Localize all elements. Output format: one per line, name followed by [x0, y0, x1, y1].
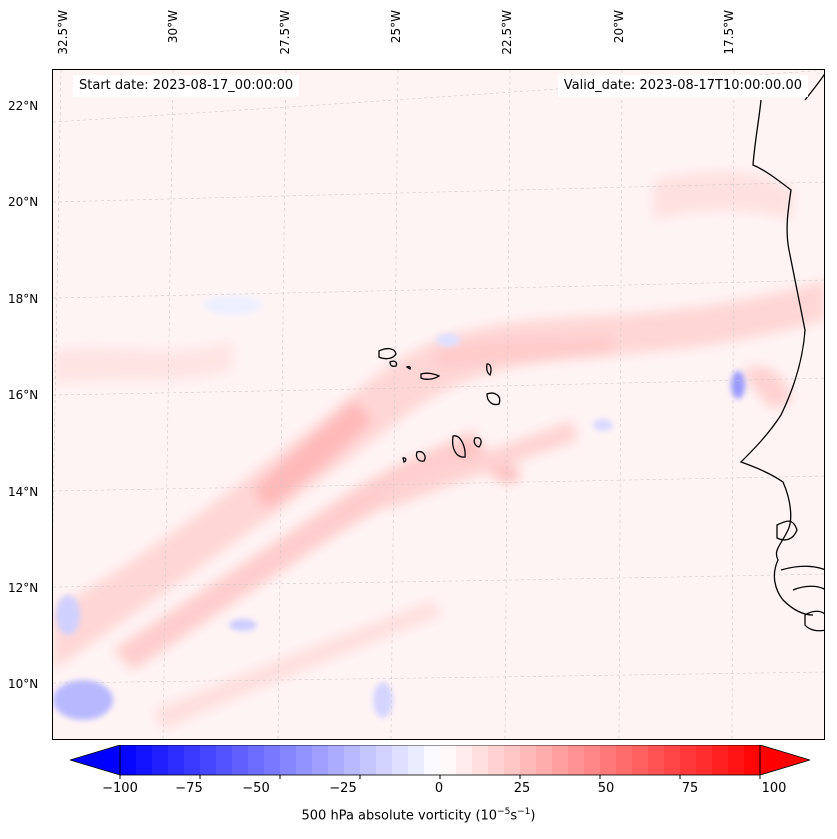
lon-label-32.5w: 32.5°W: [56, 10, 70, 55]
colorbar-segment: [520, 745, 537, 775]
colorbar-segment: [200, 745, 217, 775]
lat-label-10n: 10°N: [8, 677, 39, 691]
colorbar-segment: [312, 745, 329, 775]
colorbar-tick: −75: [175, 781, 203, 796]
colorbar-segment: [392, 745, 409, 775]
colorbar-segment: [616, 745, 633, 775]
lat-label-12n: 12°N: [8, 581, 39, 595]
colorbar-segment: [296, 745, 313, 775]
colorbar-max-arrow: [759, 745, 810, 776]
colorbar-segment: [328, 745, 345, 775]
lon-label-27.5w: 27.5°W: [278, 10, 292, 55]
colorbar-segment: [744, 745, 761, 775]
colorbar-segment: [504, 745, 521, 775]
island-boa-vista: [486, 392, 501, 406]
lat-label-14n: 14°N: [8, 485, 39, 499]
colorbar-segment: [440, 745, 457, 775]
colorbar-segment: [680, 745, 697, 775]
colorbar-tick: 0: [434, 781, 444, 796]
island-sao-vicente: [389, 360, 398, 368]
colorbar-segment: [648, 745, 665, 775]
start-date-label: Start date: 2023-08-17_00:00:00: [73, 75, 300, 97]
valid-date-label: Valid_date: 2023-08-17T10:00:00.00: [557, 75, 808, 97]
colorbar-segment: [488, 745, 505, 775]
colorbar-segment: [472, 745, 489, 775]
island-maio: [473, 436, 482, 448]
coastline-africa: [739, 73, 824, 632]
island-santo-antao: [378, 347, 397, 360]
island-santa-luzia: [405, 365, 411, 370]
island-sao-nicolau: [420, 372, 441, 380]
map-panel[interactable]: Start date: 2023-08-17_00:00:00 Valid_da…: [52, 69, 825, 740]
colorbar-segment: [248, 745, 265, 775]
colorbar-segment: [600, 745, 617, 775]
lon-label-22.5w: 22.5°W: [500, 10, 514, 55]
colorbar-segment: [264, 745, 281, 775]
colorbar-segment: [216, 745, 233, 775]
colorbar-segment: [408, 745, 425, 775]
colorbar-segment: [568, 745, 585, 775]
colorbar-tick: 50: [597, 781, 615, 796]
colorbar-segment: [120, 745, 137, 775]
colorbar-segment: [232, 745, 249, 775]
lon-label-20w: 20°W: [612, 10, 626, 44]
lat-label-16n: 16°N: [8, 388, 39, 402]
colorbar-segment: [360, 745, 377, 775]
colorbar-tick: 75: [681, 781, 699, 796]
colorbar-segments: [120, 745, 761, 775]
colorbar-segment: [536, 745, 553, 775]
colorbar-segment: [712, 745, 729, 775]
island-fogo: [415, 450, 426, 462]
island-sal: [485, 363, 492, 376]
colorbar-segment: [664, 745, 681, 775]
colorbar-segment: [168, 745, 185, 775]
colorbar-tick: 100: [761, 781, 787, 796]
lon-label-30w: 30°W: [166, 10, 180, 44]
colorbar-tick: −25: [329, 781, 357, 796]
colorbar-segment: [584, 745, 601, 775]
colorbar-segment: [728, 745, 745, 775]
colorbar-tick: −100: [102, 781, 138, 796]
colorbar-segment: [696, 745, 713, 775]
lat-label-20n: 20°N: [8, 195, 39, 209]
colorbar-segment: [456, 745, 473, 775]
colorbar-segment: [552, 745, 569, 775]
lon-label-17.5w: 17.5°W: [722, 10, 736, 55]
colorbar-min-arrow: [70, 745, 121, 776]
lat-label-18n: 18°N: [8, 292, 39, 306]
colorbar-segment: [376, 745, 393, 775]
colorbar-tick: 25: [513, 781, 531, 796]
lon-label-25w: 25°W: [389, 10, 403, 44]
colorbar-segment: [136, 745, 153, 775]
graticule: [53, 70, 824, 739]
islands-cape-verde: [378, 347, 501, 463]
colorbar-label: 500 hPa absolute vorticity (10−5s−1): [301, 807, 536, 824]
colorbar-segment: [184, 745, 201, 775]
colorbar-segment: [344, 745, 361, 775]
colorbar-segment: [424, 745, 441, 775]
colorbar-segment: [152, 745, 169, 775]
island-santiago: [451, 435, 466, 458]
colorbar: [70, 745, 810, 779]
vorticity-field: [53, 70, 824, 739]
colorbar-tickmarks: [119, 775, 761, 779]
colorbar-segment: [280, 745, 297, 775]
negative-vorticity-patches: [53, 295, 745, 720]
lat-label-22n: 22°N: [8, 99, 39, 113]
positive-vorticity-bands: [53, 171, 824, 730]
colorbar-segment: [632, 745, 649, 775]
colorbar-tick: −50: [242, 781, 270, 796]
island-brava: [402, 457, 407, 463]
